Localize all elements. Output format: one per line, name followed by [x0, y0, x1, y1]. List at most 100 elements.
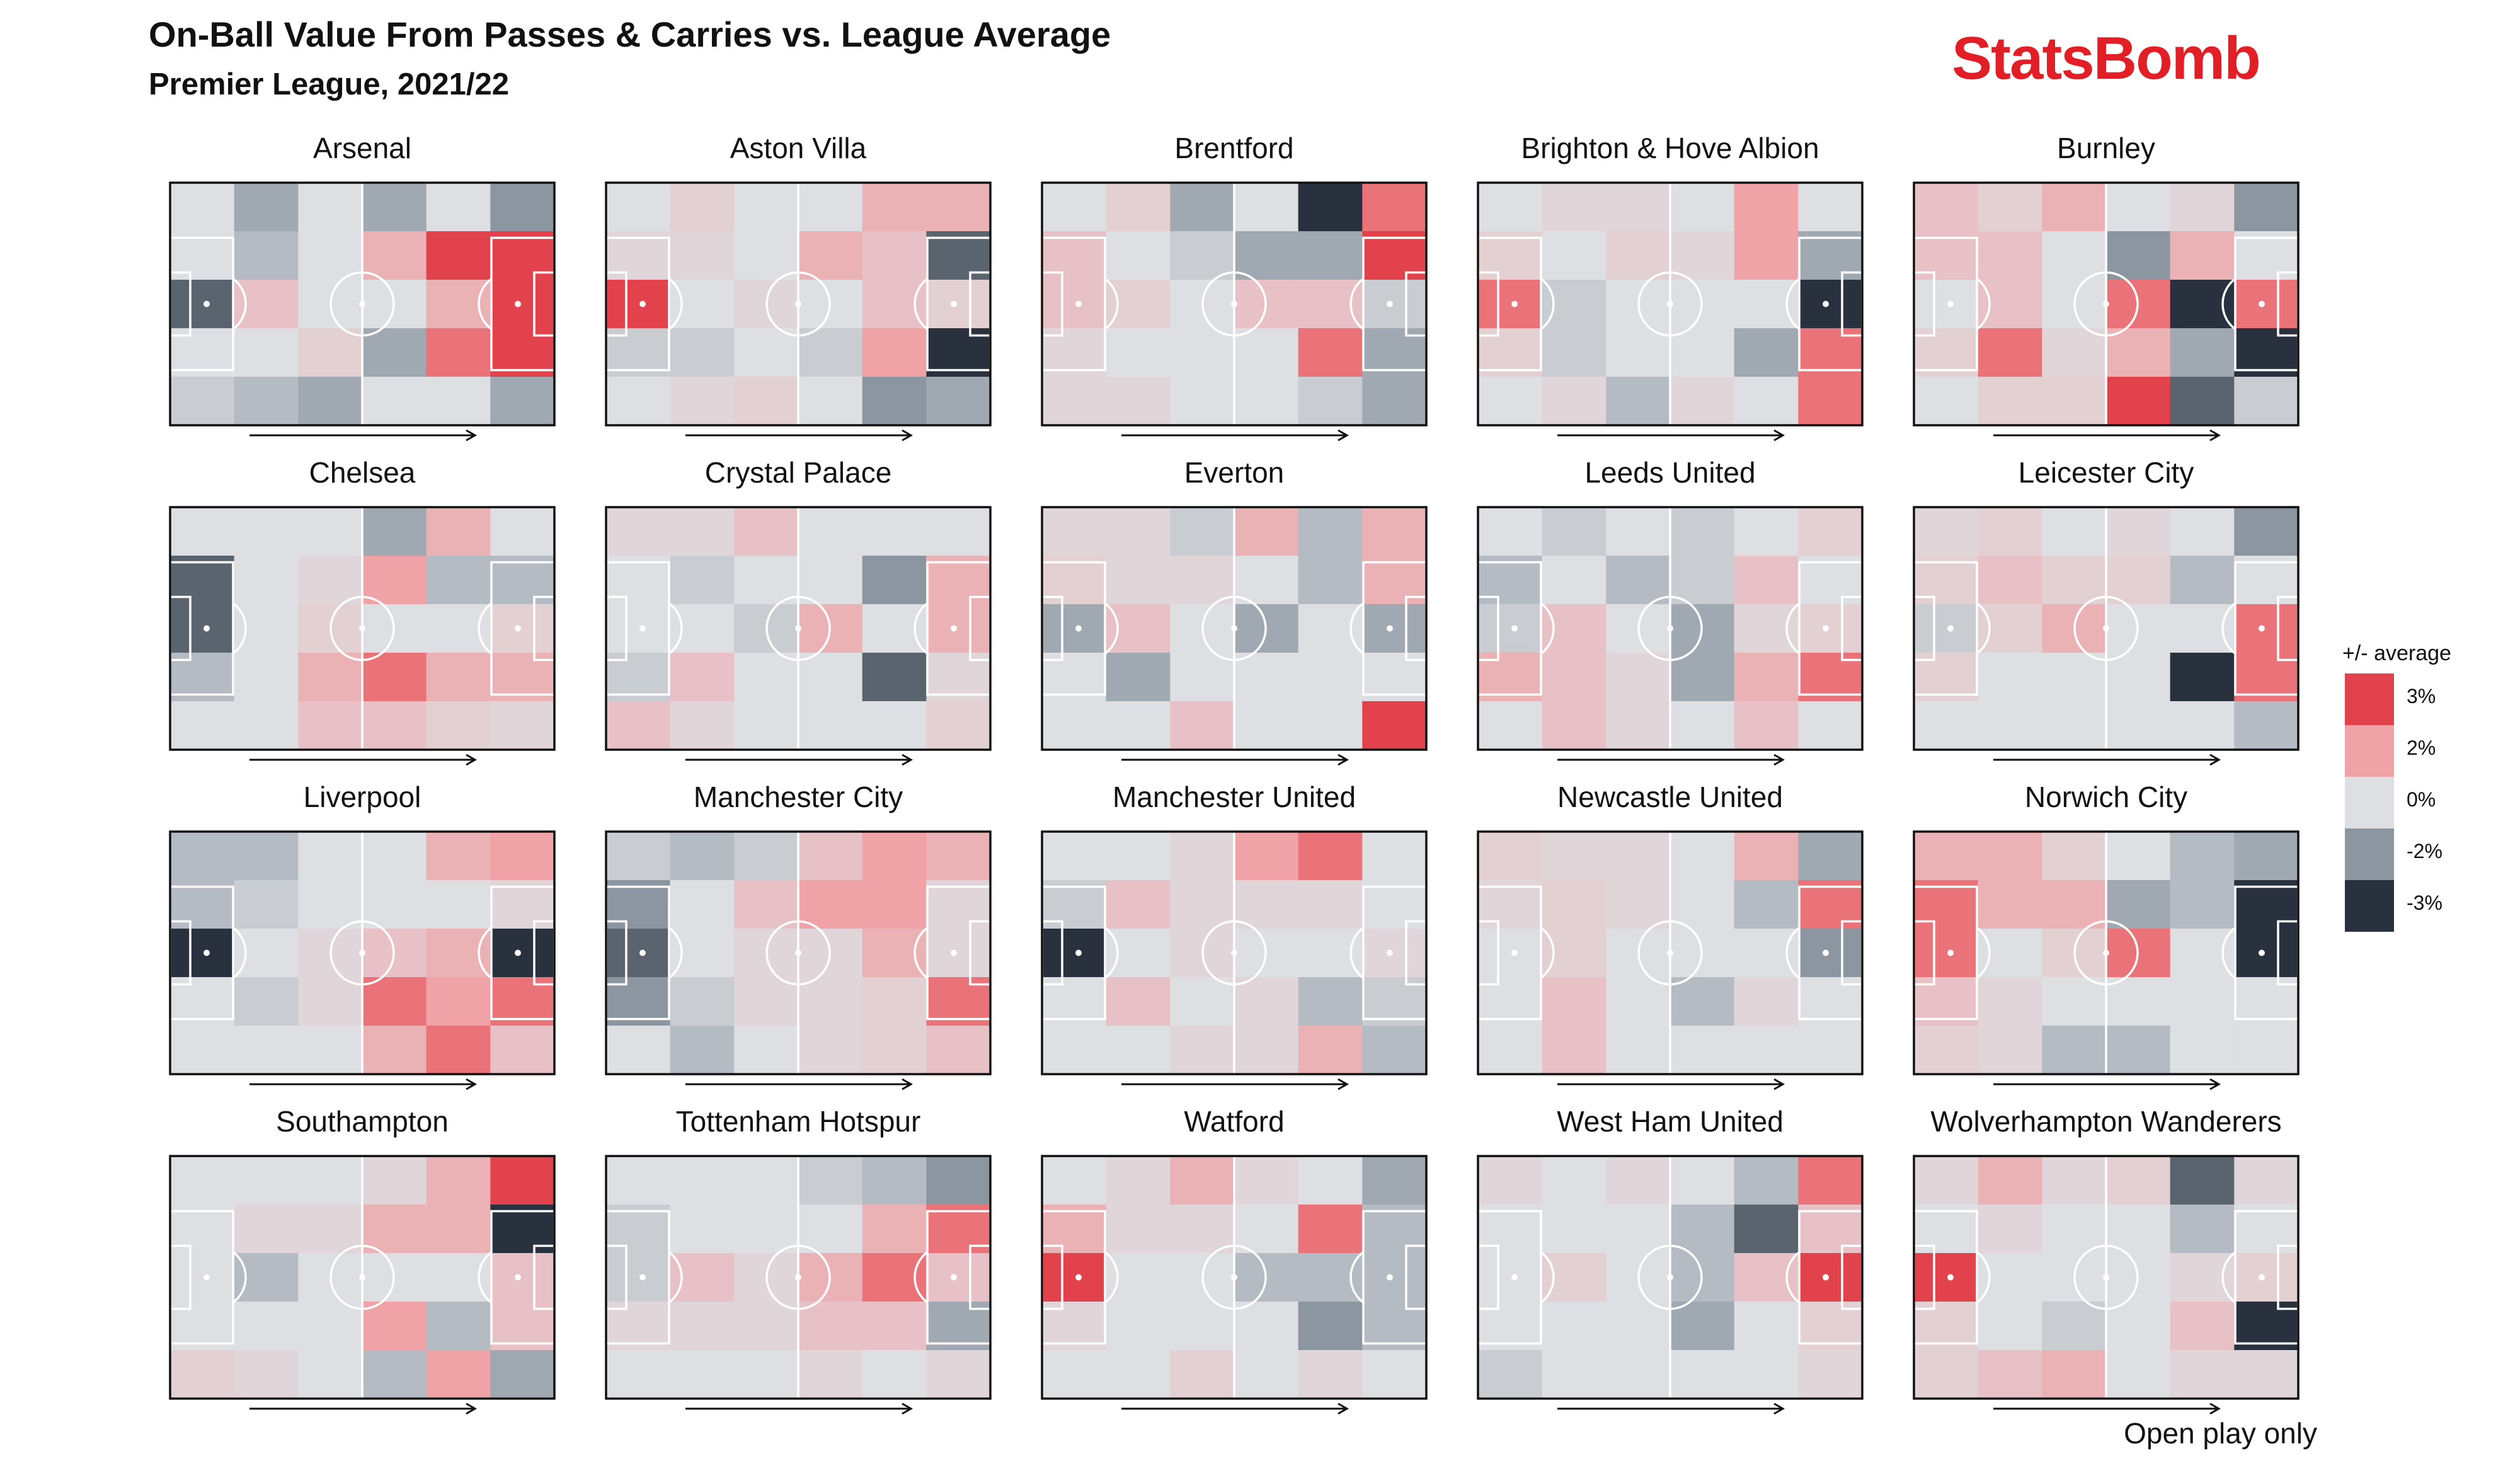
- heatmap-cell: [1362, 1156, 1427, 1205]
- heatmap-cell: [362, 231, 427, 280]
- pitch-border: [605, 181, 992, 427]
- heatmap-cell: [362, 977, 427, 1026]
- pitch-spots: [203, 1274, 521, 1281]
- heatmap-cell: [926, 280, 991, 329]
- heatmap-cell: [234, 701, 299, 750]
- heatmap-cell: [2170, 604, 2235, 653]
- heatmap-cell: [1106, 880, 1171, 929]
- heatmap-cell: [2042, 653, 2107, 702]
- heatmap-cell: [170, 1253, 235, 1302]
- heatmap-cell: [1170, 1156, 1235, 1205]
- heatmap-cell: [1042, 377, 1107, 426]
- heatmap-cell: [1234, 1205, 1299, 1254]
- heatmap-cell: [1298, 183, 1363, 232]
- heatmap-cell: [170, 280, 235, 329]
- heatmap-cell: [2234, 1350, 2299, 1399]
- heatmap-cell: [362, 377, 427, 426]
- heatmap-cell: [1362, 701, 1427, 750]
- heatmap-cell: [1978, 653, 2042, 702]
- pitch-spots: [639, 301, 957, 307]
- heatmap-cell: [2042, 377, 2107, 426]
- team-name: Brighton & Hove Albion: [1521, 132, 1819, 164]
- heatmap-cell: [1914, 1026, 1979, 1075]
- heatmap-cell: [1298, 653, 1363, 702]
- team-panel-liverpool: Liverpool: [145, 780, 580, 1101]
- heatmap-cell: [1042, 507, 1107, 556]
- pitch-heatmap: [605, 506, 992, 766]
- heatmap-cell: [2170, 183, 2235, 232]
- legend-label: -2%: [2407, 840, 2443, 862]
- pitch-spots: [639, 1274, 957, 1281]
- chart-title: On-Ball Value From Passes & Carries vs. …: [149, 14, 1111, 54]
- team-panel-leicester-city: Leicester City: [1889, 455, 2323, 777]
- heatmap-cell: [426, 653, 491, 702]
- heatmap-cell: [1670, 328, 1735, 377]
- heatmap-cell: [362, 556, 427, 605]
- pitch-spots: [1947, 949, 2265, 956]
- heatmap-cell: [2042, 832, 2107, 881]
- heatmap-cell: [1734, 377, 1799, 426]
- heatmap-cell: [1670, 1026, 1735, 1075]
- heatmap-cell: [1798, 183, 1863, 232]
- heatmap-cell: [1914, 832, 1979, 881]
- heatmap-cell: [1734, 183, 1799, 232]
- heatmap-cell: [1542, 1156, 1606, 1205]
- heatmap-cell: [1234, 183, 1299, 232]
- heatmap-cell: [1106, 328, 1171, 377]
- heatmap-cell: [1734, 1350, 1799, 1399]
- pitch-border: [605, 830, 992, 1075]
- heatmap-cell: [926, 832, 991, 881]
- heatmap-cell: [1978, 328, 2042, 377]
- heatmap-cell: [2170, 556, 2235, 605]
- heatmap-cell: [1670, 377, 1735, 426]
- heatmap-cell: [1234, 1026, 1299, 1075]
- heatmap-cell: [1606, 507, 1671, 556]
- pitch-spots: [1511, 625, 1829, 632]
- heatmap-cell: [862, 1350, 927, 1399]
- heatmap-cell: [1042, 832, 1107, 881]
- attack-direction-arrow: [1993, 1078, 2221, 1091]
- heatmap-cell: [670, 183, 735, 232]
- heatmap-cell: [734, 507, 799, 556]
- heatmap-cell: [2234, 377, 2299, 426]
- pitch-heatmap: [1041, 830, 1428, 1091]
- heatmap-cell: [1798, 1253, 1863, 1302]
- heatmap-cell: [2170, 377, 2235, 426]
- heatmap-cell: [1798, 507, 1863, 556]
- heatmap-cell: [1734, 1205, 1799, 1254]
- heatmap-cell: [862, 183, 927, 232]
- heatmap-cell: [862, 880, 927, 929]
- heatmap-cell: [2042, 977, 2107, 1026]
- heatmap-cell: [1106, 604, 1171, 653]
- heatmap-cell: [234, 1302, 299, 1351]
- heatmap-cell: [490, 1026, 555, 1075]
- heatmap-cell: [1298, 701, 1363, 750]
- heatmap-cell: [1362, 1026, 1427, 1075]
- heatmap-cell: [1914, 507, 1979, 556]
- heatmap-cell: [362, 1350, 427, 1399]
- heatmap-cell: [2170, 1026, 2235, 1075]
- heatmap-cell: [1234, 556, 1299, 605]
- heatmap-cell: [234, 929, 299, 978]
- heatmap-cell: [1978, 1156, 2042, 1205]
- heatmap-cell: [670, 377, 735, 426]
- attack-direction-arrow: [685, 753, 914, 766]
- team-name: Burnley: [2057, 132, 2155, 164]
- heatmap-cell: [298, 1205, 363, 1254]
- legend-swatch: [2345, 777, 2394, 828]
- color-legend: +/- average 3% 2% 0% -2% -3%: [2342, 641, 2494, 932]
- heatmap-cell: [426, 1026, 491, 1075]
- heatmap-cell: [1798, 1156, 1863, 1205]
- heatmap-cell: [1478, 1026, 1543, 1075]
- attack-direction-arrow: [1121, 429, 1349, 442]
- heatmap-cell: [1978, 977, 2042, 1026]
- heatmap-cell: [170, 1350, 235, 1399]
- heatmap-cell: [2170, 1205, 2235, 1254]
- heatmap-cell: [1734, 880, 1799, 929]
- heatmap-cell: [1978, 929, 2042, 978]
- pitch-spots: [639, 625, 957, 632]
- heatmap-cell: [1914, 183, 1979, 232]
- heatmap-cell: [1298, 832, 1363, 881]
- pitch-heatmap: [1913, 506, 2300, 766]
- heatmap-cell: [2042, 880, 2107, 929]
